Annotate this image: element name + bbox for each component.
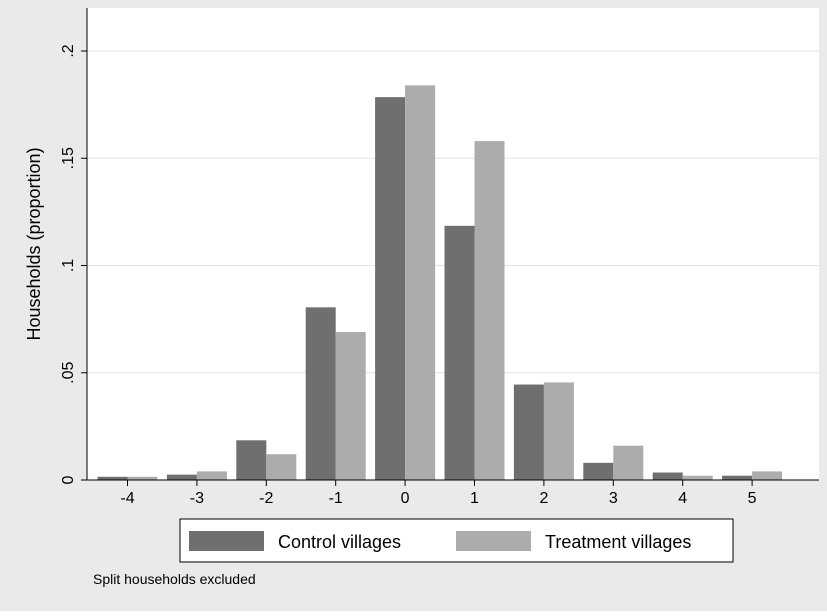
x-tick-label: 1 xyxy=(470,490,479,507)
bar-treatment--4 xyxy=(127,476,158,480)
bar-treatment-0 xyxy=(405,85,436,480)
axes xyxy=(86,8,819,481)
bar-control-1 xyxy=(444,225,475,480)
y-ticks: 0 .05 .1 .15 .2 xyxy=(60,44,87,484)
y-axis-title: Households (proportion) xyxy=(24,147,44,340)
bar-treatment--2 xyxy=(266,454,297,480)
y-tick-label: .1 xyxy=(60,259,77,272)
chart-note: Split households excluded xyxy=(93,571,256,587)
x-tick-label: 0 xyxy=(401,490,410,507)
bar-treatment--3 xyxy=(196,471,227,480)
x-ticks: -4 -3 -2 -1 0 1 2 3 4 5 xyxy=(120,480,757,507)
bar-treatment--1 xyxy=(335,331,366,480)
x-tick-label: 4 xyxy=(678,490,687,507)
bar-control--2 xyxy=(236,440,267,480)
x-tick-label: -3 xyxy=(190,490,204,507)
x-tick-label: 5 xyxy=(748,490,757,507)
bar-control-4 xyxy=(652,472,683,480)
bar-treatment-5 xyxy=(752,471,783,480)
x-tick-label: -2 xyxy=(259,490,273,507)
y-tick-label: .2 xyxy=(60,44,77,57)
y-tick-label: .05 xyxy=(60,362,77,384)
legend-label-treatment: Treatment villages xyxy=(545,532,691,552)
x-tick-label: -4 xyxy=(120,490,134,507)
legend: Control villages Treatment villages xyxy=(179,518,734,563)
legend-label-control: Control villages xyxy=(278,532,401,552)
bars xyxy=(97,85,783,481)
bar-treatment-1 xyxy=(474,141,505,480)
bar-control--3 xyxy=(166,474,197,480)
bar-treatment-2 xyxy=(543,382,574,480)
x-tick-label: 2 xyxy=(539,490,548,507)
legend-swatch-treatment xyxy=(456,531,531,551)
bar-control-5 xyxy=(722,475,753,480)
bar-control--1 xyxy=(305,307,336,480)
bar-treatment-4 xyxy=(682,475,713,480)
x-tick-label: 3 xyxy=(609,490,618,507)
bar-control-3 xyxy=(583,462,614,480)
bar-control--4 xyxy=(97,476,128,480)
y-tick-label: .15 xyxy=(60,147,77,169)
x-tick-label: -1 xyxy=(329,490,343,507)
bar-control-2 xyxy=(513,384,544,480)
bar-treatment-3 xyxy=(613,445,644,480)
legend-swatch-control xyxy=(189,531,264,551)
bar-control-0 xyxy=(375,97,406,481)
y-tick-label: 0 xyxy=(60,475,77,484)
